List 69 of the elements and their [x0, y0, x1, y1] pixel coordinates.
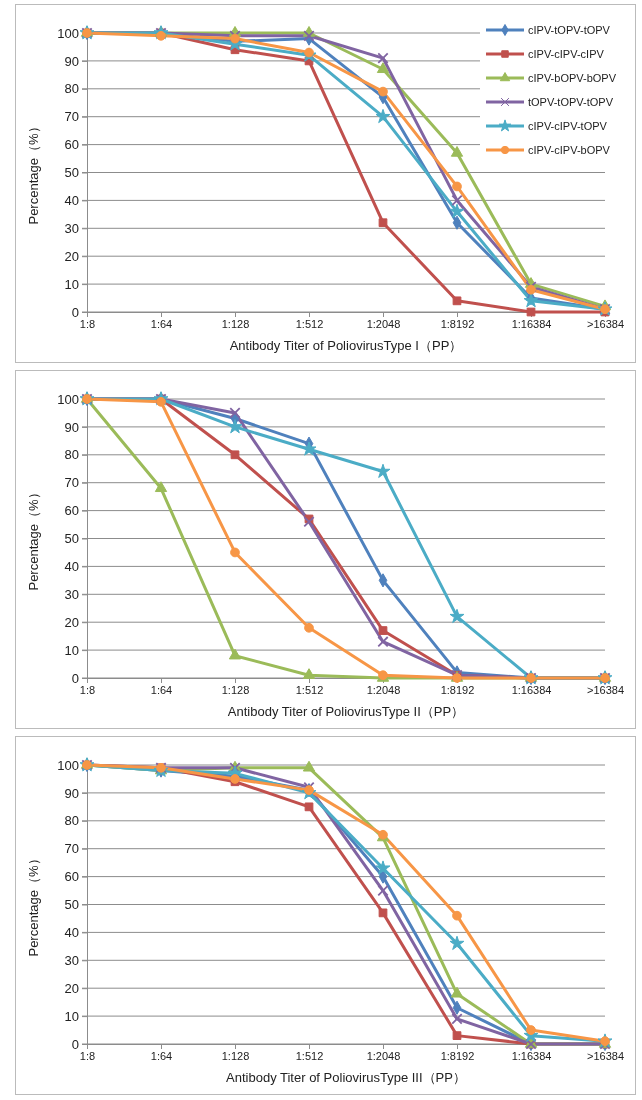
x-tick-label: 1:64: [150, 683, 173, 696]
y-tick-label: 40: [64, 925, 79, 941]
x-tick-label: 1:128: [221, 1049, 250, 1062]
y-tick-label: 10: [64, 642, 79, 658]
x-tick-label: 1:16384: [511, 1049, 552, 1062]
x-tick-label: 1:64: [150, 317, 173, 330]
y-tick-label: 80: [64, 81, 79, 97]
x-tick-label: 1:128: [221, 317, 250, 330]
y-tick-label: 60: [64, 503, 79, 519]
x-tick-label: 1:512: [295, 317, 324, 330]
legend-label: cIPV-tOPV-tOPV: [528, 24, 611, 36]
y-tick-label: 10: [64, 276, 79, 292]
x-tick-label: 1:16384: [511, 317, 552, 330]
y-tick-label: 10: [64, 1008, 79, 1024]
y-tick-label: 100: [57, 25, 79, 41]
y-tick-label: 70: [64, 841, 79, 857]
x-tick-label: 1:8192: [440, 1049, 475, 1062]
y-tick-label: 60: [64, 869, 79, 885]
y-tick-label: 30: [64, 952, 79, 968]
y-tick-label: 0: [71, 670, 79, 686]
y-tick-label: 80: [64, 813, 79, 829]
y-tick-label: 50: [64, 531, 79, 547]
y-axis-title: Percentage（%）: [26, 486, 41, 591]
y-tick-label: 50: [64, 165, 79, 181]
y-tick-label: 80: [64, 447, 79, 463]
x-tick-label: 1:8: [79, 1049, 96, 1062]
y-tick-label: 20: [64, 980, 79, 996]
x-tick-label: 1:2048: [366, 1049, 401, 1062]
y-tick-label: 90: [64, 785, 79, 801]
x-tick-label: 1:8192: [440, 317, 475, 330]
y-tick-label: 0: [71, 304, 79, 320]
y-tick-label: 0: [71, 1036, 79, 1052]
legend-label: tOPV-tOPV-tOPV: [528, 96, 614, 108]
x-tick-label: >16384: [586, 683, 625, 696]
x-tick-label: 1:8: [79, 317, 96, 330]
y-tick-label: 90: [64, 53, 79, 69]
y-axis-title: Percentage（%）: [26, 852, 41, 957]
y-tick-label: 50: [64, 897, 79, 913]
y-tick-label: 30: [64, 220, 79, 236]
y-tick-label: 40: [64, 559, 79, 575]
y-tick-label: 20: [64, 614, 79, 630]
legend-label: cIPV-cIPV-tOPV: [528, 120, 608, 132]
x-tick-label: 1:512: [295, 1049, 324, 1062]
legend-label: cIPV-cIPV-bOPV: [528, 144, 611, 156]
y-tick-label: 60: [64, 137, 79, 153]
y-tick-label: 40: [64, 193, 79, 209]
legend-label: cIPV-bOPV-bOPV: [528, 72, 617, 84]
y-axis-title: Percentage（%）: [26, 120, 41, 225]
y-tick-label: 70: [64, 475, 79, 491]
x-tick-label: 1:64: [150, 1049, 173, 1062]
x-tick-label: 1:2048: [366, 317, 401, 330]
y-tick-label: 100: [57, 391, 79, 407]
x-tick-label: 1:2048: [366, 683, 401, 696]
x-tick-label: >16384: [586, 1049, 625, 1062]
x-tick-label: >16384: [586, 317, 625, 330]
y-tick-label: 70: [64, 109, 79, 125]
x-tick-label: 1:512: [295, 683, 324, 696]
x-axis-title: Antibody Titer of PoliovirusType II（PP）: [227, 704, 465, 719]
y-tick-label: 100: [57, 757, 79, 773]
x-tick-label: 1:8192: [440, 683, 475, 696]
x-axis-title: Antibody Titer of PoliovirusType I（PP）: [229, 338, 463, 353]
y-tick-label: 30: [64, 586, 79, 602]
x-tick-label: 1:128: [221, 683, 250, 696]
legend-label: cIPV-cIPV-cIPV: [528, 48, 605, 60]
y-tick-label: 90: [64, 419, 79, 435]
x-axis-title: Antibody Titer of PoliovirusType III（PP）: [226, 1070, 466, 1085]
x-tick-label: 1:16384: [511, 683, 552, 696]
x-tick-label: 1:8: [79, 683, 96, 696]
y-tick-label: 20: [64, 248, 79, 264]
